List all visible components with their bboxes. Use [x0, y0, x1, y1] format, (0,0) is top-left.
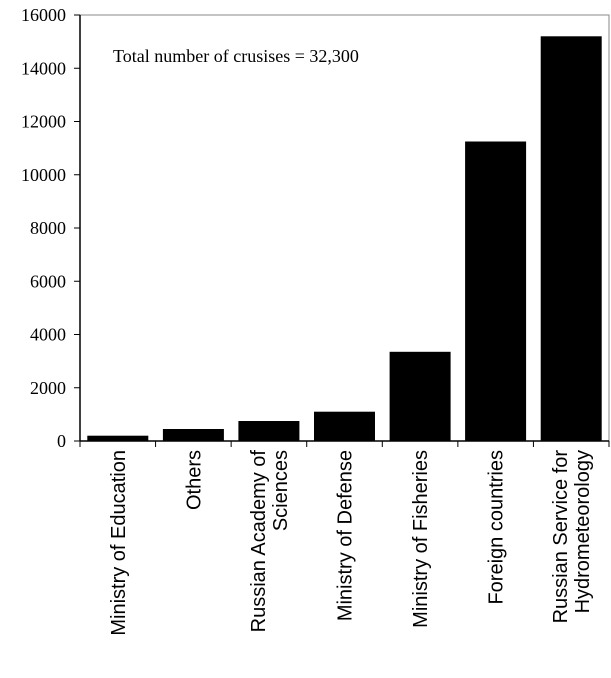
x-tick-label-line: Ministry of Fisheries — [410, 450, 432, 628]
x-tick-label-line: Russian Service for — [550, 450, 572, 624]
x-tick-label-line: Sciences — [270, 450, 292, 531]
plot-frame — [79, 14, 610, 442]
x-tick-label: Ministry of Fisheries — [410, 450, 432, 628]
y-tick-label: 14000 — [21, 58, 66, 78]
bar-0 — [87, 435, 149, 441]
bar-2 — [238, 421, 300, 441]
x-tick-label: Foreign countries — [486, 450, 508, 605]
x-tick-label: Ministry of Defense — [335, 450, 357, 621]
y-tick-label: 16000 — [21, 5, 66, 25]
bar-4 — [389, 351, 451, 441]
y-tick-label: 4000 — [30, 325, 66, 345]
x-tick-label: Others — [183, 450, 205, 510]
bars-group — [87, 36, 602, 442]
x-tick-labels: Ministry of Education Others Russian Acade… — [108, 450, 594, 636]
bar-6 — [540, 36, 602, 442]
x-tick-label: Russian Academy of Sciences — [248, 450, 292, 633]
x-tick-label-line: Ministry of Defense — [335, 450, 357, 621]
y-tick-label: 12000 — [21, 112, 66, 132]
total-cruises-annotation: Total number of crusises = 32,300 — [113, 46, 359, 66]
y-tick-label: 0 — [57, 431, 66, 451]
y-tick-labels: 0 2000 4000 6000 8000 10000 12000 14000 16000 — [21, 5, 66, 451]
bar-1 — [162, 429, 224, 441]
x-tick-label-line: Foreign countries — [486, 450, 508, 605]
axis-group — [74, 14, 610, 447]
y-tick-label: 2000 — [30, 378, 66, 398]
y-tick-label: 10000 — [21, 165, 66, 185]
x-tick-label-line: Russian Academy of — [248, 450, 270, 633]
bar-3 — [314, 411, 375, 441]
x-tick-label: Russian Service for Hydrometeorology — [550, 450, 594, 624]
y-tick-label: 6000 — [30, 271, 66, 291]
x-tick-label-line: Hydrometeorology — [572, 450, 594, 613]
y-tick-label: 8000 — [30, 218, 66, 238]
x-tick-label: Ministry of Education — [108, 450, 130, 636]
x-tick-label-line: Others — [183, 450, 205, 510]
bar-5 — [465, 141, 527, 441]
x-tick-label-line: Ministry of Education — [108, 450, 130, 636]
